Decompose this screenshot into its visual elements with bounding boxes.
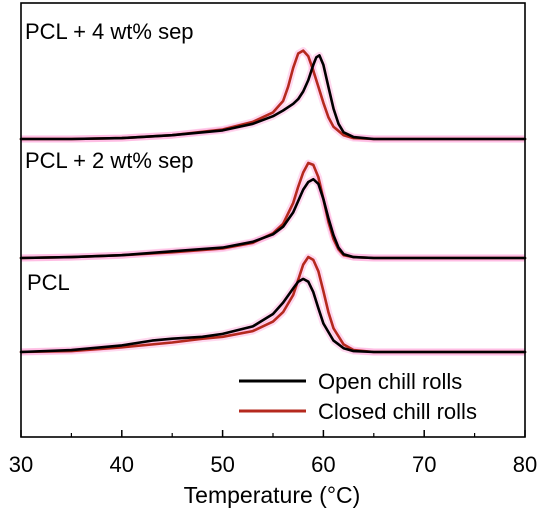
sample-label-layer: PCL + 4 wt% sep PCL + 2 wt% sep PCL (25, 19, 194, 295)
series-open-panel-2 (19, 277, 527, 354)
x-tick-label-40: 40 (110, 452, 134, 477)
x-axis-title: Temperature (°C) (184, 482, 361, 508)
series-open-panel-0 (19, 54, 527, 141)
x-tick-label-70: 70 (412, 452, 436, 477)
x-tick-label-50: 50 (210, 452, 234, 477)
x-tick-label-80: 80 (513, 452, 537, 477)
curve-halo-2-closed (20, 253, 525, 356)
axes-layer: 30 40 50 60 70 80 (9, 2, 537, 477)
curve-halo-0-open (21, 51, 525, 143)
series-closed-panel-0 (19, 49, 527, 141)
curve-layer (19, 47, 527, 356)
series-closed-panel-2 (19, 255, 527, 354)
legend-label-closed: Closed chill rolls (318, 399, 477, 424)
curve-halo-1-closed (20, 159, 525, 262)
legend: Open chill rolls Closed chill rolls (239, 369, 477, 424)
curve-halo-1-open (20, 175, 525, 262)
sample-label-1: PCL + 2 wt% sep (25, 148, 194, 173)
sample-label-2: PCL (27, 270, 70, 295)
x-tick-label-30: 30 (9, 452, 33, 477)
sample-label-0: PCL + 4 wt% sep (25, 19, 194, 44)
legend-label-open: Open chill rolls (318, 369, 462, 394)
x-tick-label-60: 60 (311, 452, 335, 477)
series-closed-panel-1 (19, 161, 527, 260)
series-open-panel-1 (19, 177, 527, 260)
curve-halo-0-closed (21, 47, 525, 143)
